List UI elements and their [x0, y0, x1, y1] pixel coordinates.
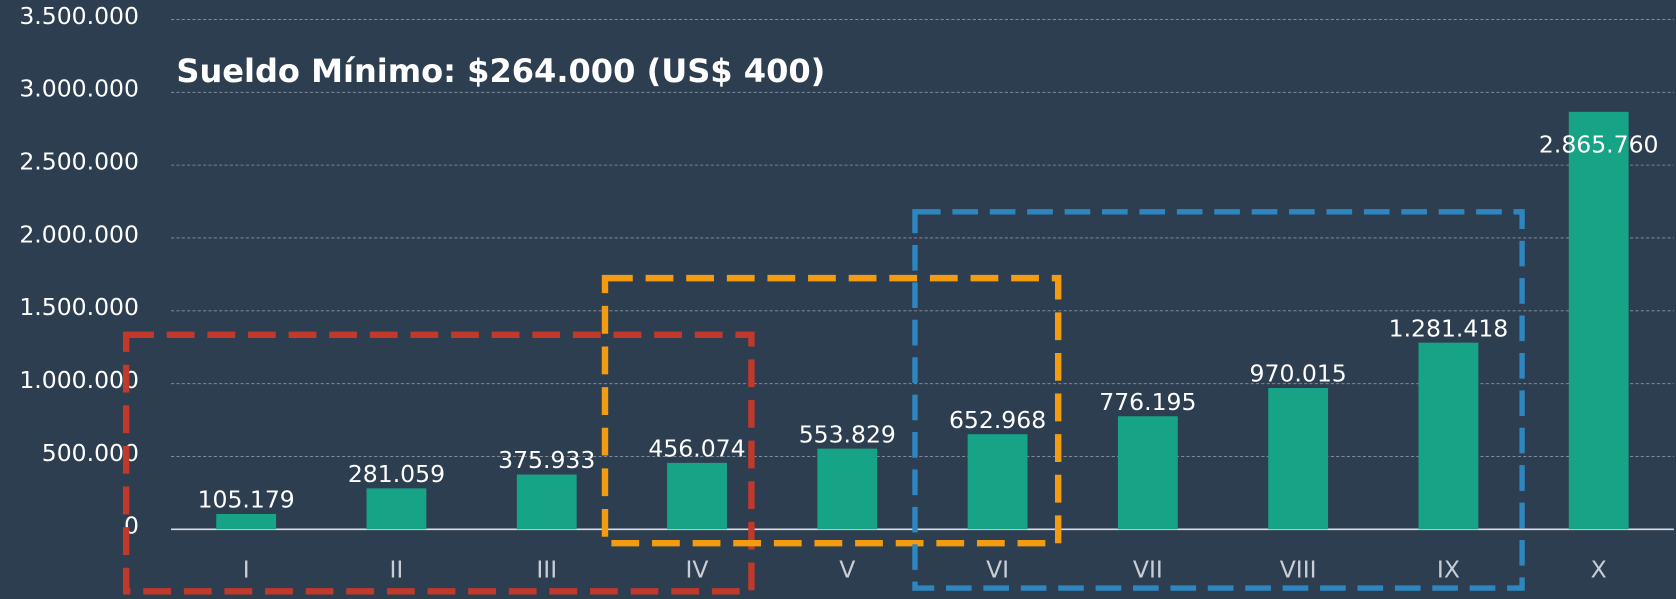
value-label: 776.195 — [1099, 388, 1196, 416]
x-tick-label: II — [390, 555, 404, 583]
x-tick-label: IV — [686, 555, 709, 583]
y-tick-label: 1.000.000 — [19, 366, 139, 394]
value-label: 456.074 — [648, 435, 745, 463]
x-tick-label: X — [1591, 555, 1607, 583]
value-label: 2.865.760 — [1539, 131, 1659, 159]
bar — [817, 448, 878, 530]
bar — [216, 513, 277, 530]
value-label: 375.933 — [498, 446, 595, 474]
y-tick-label: 2.000.000 — [19, 220, 139, 248]
value-label: 1.281.418 — [1389, 314, 1509, 342]
highlight-box-orange — [601, 274, 1062, 547]
bar — [667, 462, 727, 530]
value-label: 970.015 — [1250, 360, 1347, 388]
x-tick-label: VII — [1133, 555, 1163, 583]
bar — [967, 434, 1028, 530]
x-tick-label: III — [536, 555, 557, 583]
y-tick-label: 1.500.000 — [19, 293, 139, 321]
x-tick-label: I — [243, 555, 250, 583]
y-tick-label: 3.500.000 — [19, 2, 139, 30]
bar — [1418, 342, 1479, 530]
x-tick-label: VI — [986, 555, 1009, 583]
value-label: 281.059 — [348, 460, 445, 488]
chart-title: Sueldo Mínimo: $264.000 (US$ 400) — [176, 52, 825, 90]
bar — [1117, 416, 1178, 530]
highlight-box-blue — [912, 209, 1525, 591]
y-tick-label: 3.000.000 — [19, 75, 139, 103]
value-label: 553.829 — [799, 420, 896, 448]
bar — [1268, 388, 1329, 530]
value-label: 105.179 — [198, 486, 295, 514]
value-label: 652.968 — [949, 406, 1046, 434]
x-tick-label: IX — [1437, 555, 1460, 583]
bar — [366, 488, 427, 530]
x-tick-label: VIII — [1280, 555, 1317, 583]
x-tick-label: V — [839, 555, 855, 583]
grid: 0500.0001.000.0001.500.0002.000.0002.500… — [19, 2, 1674, 540]
y-tick-label: 2.500.000 — [19, 147, 139, 175]
y-tick-label: 500.000 — [42, 439, 139, 467]
bar — [516, 474, 577, 530]
bar — [1568, 111, 1629, 530]
highlight-box-red — [122, 331, 755, 595]
marks: I 105.179 II 281.059 III 375.933 IV 456.074 V 553… — [198, 111, 1659, 583]
